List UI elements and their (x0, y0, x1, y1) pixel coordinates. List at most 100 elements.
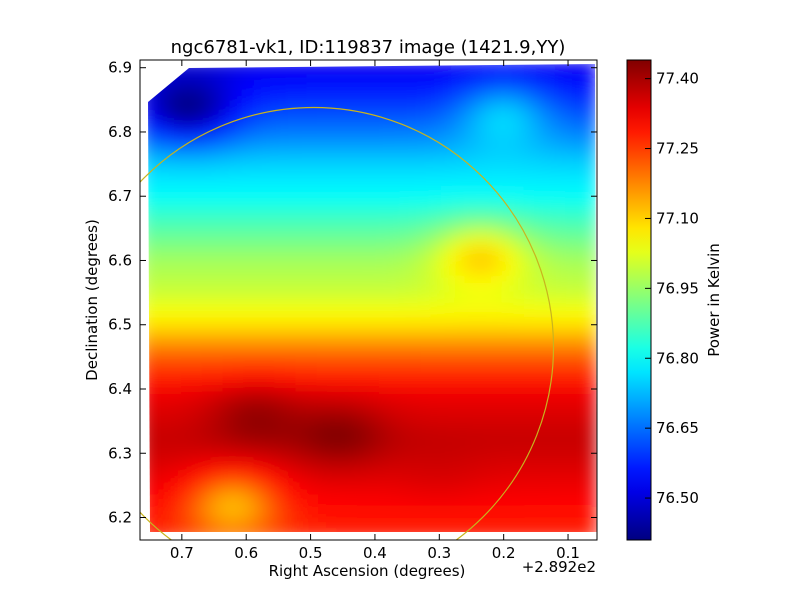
heatmap-cell (264, 190, 276, 203)
heatmap-cell (316, 168, 328, 181)
heatmap-cell (253, 354, 266, 366)
heatmap-cell (554, 70, 567, 83)
heatmap-cell (295, 484, 307, 497)
heatmap-cell (243, 430, 255, 443)
heatmap-cell (264, 103, 276, 116)
heatmap-cell (368, 70, 380, 83)
heatmap-cell (274, 430, 286, 443)
heatmap-cell (347, 474, 359, 486)
heatmap-cell (253, 506, 266, 519)
heatmap-cell (430, 81, 442, 94)
heatmap-cell (440, 244, 453, 257)
heatmap-cell (482, 168, 494, 181)
heatmap-cell (368, 266, 380, 279)
heatmap-cell (471, 452, 484, 465)
heatmap-cell (357, 310, 369, 323)
heatmap-cell (274, 386, 286, 399)
heatmap-cell (326, 484, 338, 497)
heatmap-cell (419, 157, 432, 170)
heatmap-cell (336, 474, 349, 486)
heatmap-cell (430, 223, 442, 236)
heatmap-cell (170, 375, 183, 388)
heatmap-cell (451, 452, 463, 465)
heatmap-cell (554, 223, 567, 236)
heatmap-cell (305, 277, 318, 290)
heatmap-cell (544, 234, 556, 246)
heatmap-cell (347, 375, 359, 388)
heatmap-cell (440, 277, 453, 290)
heatmap-cell (243, 201, 255, 214)
heatmap-cell (347, 419, 359, 432)
heatmap-cell (295, 397, 307, 410)
heatmap-cell (534, 124, 546, 137)
heatmap-cell (274, 419, 286, 432)
heatmap-cell (399, 408, 411, 421)
heatmap-cell (357, 103, 369, 116)
heatmap-cell (148, 255, 151, 268)
heatmap-cell (295, 321, 307, 334)
heatmap-cell (492, 386, 505, 399)
heatmap-cell (513, 114, 525, 126)
heatmap-cell (274, 146, 286, 159)
heatmap-cell (191, 277, 203, 290)
heatmap-cell (357, 386, 369, 399)
heatmap-cell (201, 430, 214, 443)
heatmap-cell (461, 255, 473, 268)
heatmap-cell (523, 375, 536, 388)
heatmap-cell (295, 452, 307, 465)
heatmap-cell (243, 70, 255, 83)
heatmap-cell (201, 408, 214, 421)
heatmap-cell (316, 81, 328, 94)
heatmap-cell (388, 266, 401, 279)
heatmap-cell (284, 70, 297, 83)
heatmap-cell (451, 124, 463, 137)
heatmap-cell (368, 92, 380, 105)
heatmap-cell (523, 103, 536, 116)
heatmap-cell (461, 408, 473, 421)
heatmap-cell (440, 321, 453, 334)
heatmap-cell (232, 190, 245, 203)
heatmap-cell (586, 81, 597, 94)
heatmap-cell (222, 419, 234, 432)
heatmap-cell (482, 223, 494, 236)
heatmap-cell (482, 64, 494, 72)
heatmap-cell (170, 114, 183, 126)
heatmap-cell (201, 474, 214, 486)
heatmap-cell (149, 223, 162, 236)
heatmap-cell (336, 81, 349, 94)
heatmap-cell (368, 157, 380, 170)
heatmap-cell (430, 168, 442, 181)
heatmap-cell (503, 430, 515, 443)
heatmap-cell (160, 441, 172, 454)
heatmap-cell (160, 244, 172, 257)
heatmap-cell (295, 408, 307, 421)
heatmap-cell (316, 114, 328, 126)
heatmap-cell (368, 64, 380, 72)
heatmap-cell (513, 506, 525, 519)
heatmap-cell (336, 528, 349, 532)
heatmap-cell (284, 223, 297, 236)
heatmap-cell (212, 397, 224, 410)
heatmap-cell (181, 135, 193, 148)
heatmap-cell (575, 288, 588, 301)
heatmap-cell (586, 234, 597, 246)
heatmap-cell (419, 64, 432, 72)
heatmap-cell (523, 70, 536, 83)
heatmap-cell (274, 463, 286, 476)
heatmap-cell (148, 484, 151, 497)
heatmap-cell (264, 364, 276, 377)
heatmap-cell (232, 244, 245, 257)
heatmap-cell (336, 223, 349, 236)
heatmap-cell (523, 408, 536, 421)
heatmap-cell (222, 70, 234, 83)
heatmap-cell (503, 244, 515, 257)
heatmap-cell (326, 135, 338, 148)
heatmap-cell (503, 463, 515, 476)
heatmap-cell (357, 332, 369, 345)
heatmap-cell (149, 124, 162, 137)
heatmap-cell (222, 81, 234, 94)
heatmap-cell (149, 212, 162, 225)
heatmap-cell (326, 266, 338, 279)
heatmap-cell (222, 430, 234, 443)
heatmap-cell (149, 81, 162, 94)
